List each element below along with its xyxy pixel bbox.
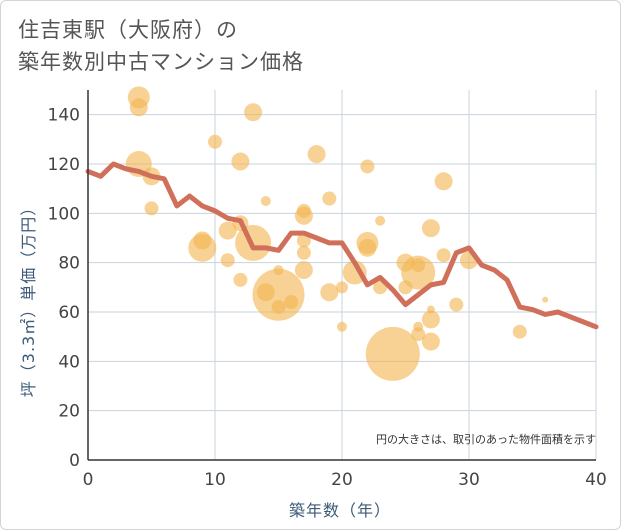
x-tick-label: 0 [83,470,94,490]
bubble [337,321,347,332]
y-axis-label: 坪（3.3㎡）単価（万円） [19,199,38,397]
grid [88,90,597,460]
y-tick-label: 100 [48,204,80,224]
x-tick-label: 40 [585,470,607,490]
y-tick-label: 140 [48,106,80,126]
y-tick-label: 80 [58,254,80,274]
x-tick-label: 30 [458,470,480,490]
bubble [129,98,148,117]
chart-title-line1: 住吉東駅（大阪府）の [18,18,238,42]
y-tick-label: 120 [48,155,80,175]
bubble [260,196,271,206]
bubble [375,215,386,226]
bubbles [125,86,549,381]
bubble [208,134,222,149]
bubble [144,201,159,216]
bubble [512,324,527,339]
bubble [271,300,286,315]
bubble [421,219,440,238]
bubble [411,327,426,342]
bubble [294,261,313,280]
bubble [193,231,212,250]
x-tick-label: 10 [204,470,226,490]
bubble [307,145,326,164]
bubble [320,283,339,302]
bubble [336,281,348,294]
x-axis-label: 築年数（年） [289,501,391,520]
bubble [296,245,311,260]
y-tick-label: 60 [58,303,80,323]
trend-line-group [85,161,599,330]
bubble [434,172,453,191]
bubble [284,295,299,310]
bubble [421,310,440,329]
bubble [233,272,248,287]
axes [87,90,596,461]
size-note: 円の大きさは、取引のあった物件面積を示す [376,432,596,446]
x-tick-label: 20 [331,470,353,490]
y-tick-label: 20 [58,402,80,422]
trend-line [85,161,599,330]
tick-labels: 0 20 40 60 80 100 120 140 0 10 20 30 40 [48,106,607,490]
bubble [218,221,237,240]
bubble [220,253,235,268]
bubble [231,152,250,171]
bubble [244,103,263,122]
bubble [342,260,367,285]
bubble [411,258,426,273]
bubble [273,265,284,276]
bubble [360,159,375,174]
chart-title-line2: 築年数別中古マンション価格 [18,50,304,74]
bubble [401,255,436,290]
bubble [421,332,440,351]
bubble [365,326,420,381]
bubble [294,206,313,225]
bubble [449,297,464,312]
y-tick-label: 40 [58,352,80,372]
bubble [542,296,549,303]
bubble [322,191,337,206]
y-tick-label: 0 [69,451,80,471]
chart-title: 住吉東駅（大阪府）の 築年数別中古マンション価格 [18,14,304,78]
bubble [358,238,377,257]
bubble [436,248,451,263]
